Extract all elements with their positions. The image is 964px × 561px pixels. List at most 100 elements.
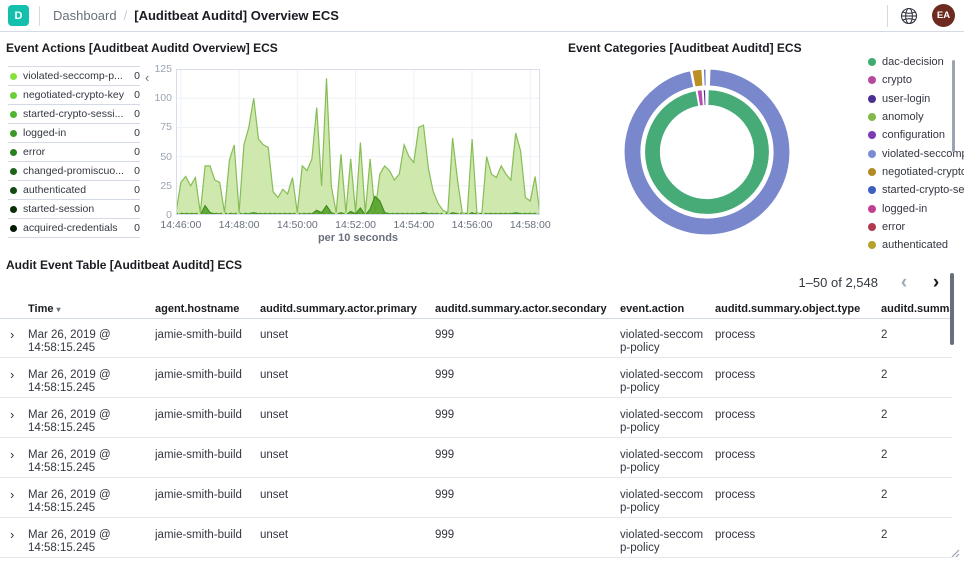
legend-swatch — [10, 129, 17, 137]
column-header-actor_primary[interactable]: auditd.summary.actor.primary — [260, 303, 417, 315]
event-categories-legend-item[interactable]: user-login — [868, 90, 950, 108]
cell-agent_hostname: jamie-smith-build — [155, 369, 242, 381]
donut-slice-violated-seccomp-policy[interactable] — [623, 68, 791, 236]
event-actions-legend-item[interactable]: negotiated-crypto-key 0 — [8, 85, 140, 104]
page-scrollbar[interactable] — [950, 273, 954, 345]
legend-swatch — [868, 58, 876, 67]
top-nav: D Dashboard / [Auditbeat Auditd] Overvie… — [0, 0, 964, 32]
event-categories-panel: Event Categories [Auditbeat Auditd] ECS … — [565, 38, 964, 255]
breadcrumb-dashboard[interactable]: Dashboard — [53, 8, 117, 23]
x-tick-label: 14:50:00 — [276, 219, 318, 231]
cell-actor_primary: unset — [260, 449, 289, 461]
event-categories-legend-item[interactable]: logged-in — [868, 199, 950, 217]
event-categories-legend-item[interactable]: configuration — [868, 126, 950, 144]
column-header-object_type[interactable]: auditd.summary.object.type — [715, 303, 861, 315]
row-expand-icon[interactable]: › — [10, 407, 15, 422]
event-categories-legend-item[interactable]: error — [868, 218, 950, 236]
row-expand-icon[interactable]: › — [10, 327, 15, 342]
cell-summary: 2 — [881, 529, 888, 541]
donut-slice-crypto[interactable] — [696, 89, 705, 107]
legend-swatch — [10, 148, 17, 156]
cell-actor_secondary: 999 — [435, 449, 455, 461]
cell-actor_primary: unset — [260, 489, 289, 501]
pagination: 1–50 of 2,548 ‹ › — [798, 270, 948, 294]
pagination-prev-button[interactable]: ‹ — [900, 271, 908, 293]
donut-slice-started-crypto-session[interactable] — [702, 68, 707, 87]
table-row[interactable]: › Mar 26, 2019 @ 14:58:15.245 jamie-smith-… — [0, 438, 952, 478]
legend-collapse-icon[interactable]: ‹ — [145, 70, 150, 85]
legend-value: 0 — [134, 70, 140, 82]
x-tick-label: 14:56:00 — [451, 219, 493, 231]
donut-slice-negotiated-crypto-key[interactable] — [691, 68, 704, 88]
event-actions-legend-item[interactable]: authenticated 0 — [8, 180, 140, 199]
user-avatar[interactable]: EA — [932, 4, 955, 27]
donut-slice-user-login[interactable] — [702, 88, 707, 107]
column-header-actor_secondary[interactable]: auditd.summary.actor.secondary — [435, 303, 607, 315]
legend-label: started-crypto-sessi... — [23, 108, 124, 120]
cell-event_action: violated-seccomp-policy — [620, 489, 704, 514]
legend-swatch — [868, 204, 876, 213]
event-actions-legend-item[interactable]: acquired-credentials 0 — [8, 218, 140, 238]
cell-agent_hostname: jamie-smith-build — [155, 489, 242, 501]
event-categories-legend-item[interactable]: anomoly — [868, 108, 950, 126]
table-row[interactable]: › Mar 26, 2019 @ 14:58:15.245 jamie-smith-… — [0, 358, 952, 398]
event-actions-legend-item[interactable]: logged-in 0 — [8, 123, 140, 142]
cell-actor_primary: unset — [260, 369, 289, 381]
x-tick-label: 14:58:00 — [509, 219, 551, 231]
cell-actor_secondary: 999 — [435, 409, 455, 421]
table-row[interactable]: › Mar 26, 2019 @ 14:58:15.245 jamie-smith-… — [0, 478, 952, 518]
row-expand-icon[interactable]: › — [10, 487, 15, 502]
legend-value: 0 — [134, 127, 140, 139]
y-tick-label: 0 — [166, 209, 172, 221]
y-tick-label: 25 — [160, 179, 172, 192]
audit-event-table-panel: Audit Event Table [Auditbeat Auditd] ECS… — [0, 255, 964, 561]
column-header-time[interactable]: Time ▾ — [28, 303, 61, 315]
event-categories-legend-item[interactable]: crypto — [868, 71, 950, 89]
cell-agent_hostname: jamie-smith-build — [155, 449, 242, 461]
event-actions-legend-item[interactable]: started-crypto-sessi... 0 — [8, 104, 140, 123]
event-categories-legend-item[interactable]: authenticated — [868, 236, 950, 254]
breadcrumb-separator: / — [123, 8, 128, 23]
legend-value: 0 — [134, 222, 140, 234]
donut-slice-dac-decision[interactable] — [643, 88, 771, 216]
table-row[interactable]: › Mar 26, 2019 @ 14:58:15.245 jamie-smith-… — [0, 518, 952, 558]
legend-label: dac-decision — [882, 56, 944, 69]
row-expand-icon[interactable]: › — [10, 367, 15, 382]
event-categories-panel-title: Event Categories [Auditbeat Auditd] ECS — [568, 41, 802, 55]
legend-label: violated-seccomp-p... — [23, 70, 123, 82]
app-logo[interactable]: D — [8, 5, 29, 26]
event-categories-legend-item[interactable]: started-crypto-se... — [868, 181, 964, 199]
event-actions-legend: violated-seccomp-p... 0 negotiated-crypto-… — [8, 66, 140, 238]
area-chart — [175, 68, 541, 216]
legend-value: 0 — [134, 184, 140, 196]
donut-chart — [623, 68, 791, 236]
table-row[interactable]: › Mar 26, 2019 @ 14:58:15.245 jamie-smith-… — [0, 398, 952, 438]
globe-icon[interactable] — [900, 7, 918, 25]
row-expand-icon[interactable]: › — [10, 527, 15, 542]
event-actions-legend-item[interactable]: violated-seccomp-p... 0 — [8, 66, 140, 85]
legend-value: 0 — [134, 165, 140, 177]
legend-swatch — [10, 167, 17, 175]
column-header-event_action[interactable]: event.action — [620, 303, 685, 315]
event-categories-legend-item[interactable]: dac-decision — [868, 53, 950, 71]
cell-object_type: process — [715, 369, 756, 381]
row-expand-icon[interactable]: › — [10, 447, 15, 462]
y-tick-label: 125 — [154, 63, 172, 75]
table-row[interactable]: › Mar 26, 2019 @ 14:58:15.245 jamie-smith-… — [0, 318, 952, 358]
legend-swatch — [10, 91, 17, 99]
legend-scrollbar[interactable] — [952, 60, 955, 152]
table-header-row: Time ▾ agent.hostname auditd.summary.actor.… — [0, 300, 952, 319]
legend-swatch — [868, 186, 876, 195]
panel-resize-handle[interactable] — [951, 549, 960, 558]
cell-actor_primary: unset — [260, 409, 289, 421]
column-header-agent_hostname[interactable]: agent.hostname — [155, 303, 240, 315]
event-actions-legend-item[interactable]: started-session 0 — [8, 199, 140, 218]
pagination-next-button[interactable]: › — [932, 271, 940, 293]
legend-label: logged-in — [882, 202, 928, 215]
event-actions-legend-item[interactable]: changed-promiscuo... 0 — [8, 161, 140, 180]
event-actions-legend-item[interactable]: error 0 — [8, 142, 140, 161]
event-categories-legend-item[interactable]: violated-seccomp... — [868, 144, 964, 162]
event-categories-legend-item[interactable]: negotiated-crypto... — [868, 163, 964, 181]
sort-arrow-icon: ▾ — [56, 305, 61, 314]
column-header-summary[interactable]: auditd.summary — [881, 303, 952, 315]
